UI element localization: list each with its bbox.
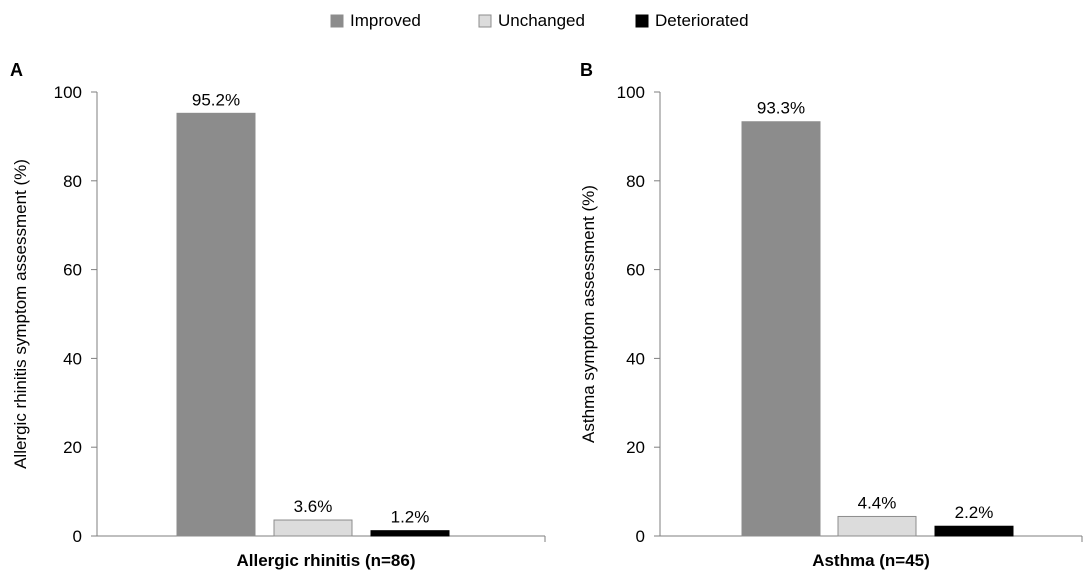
legend-swatch-improved [330, 14, 344, 28]
data-label-unchanged: 4.4% [858, 493, 897, 512]
bar-unchanged [837, 515, 917, 537]
bar-improved [176, 112, 256, 537]
y-tick-label: 40 [63, 349, 82, 368]
y-axis-label: Asthma symptom assessment (%) [579, 185, 598, 443]
legend-swatch-unchanged [478, 14, 492, 28]
y-tick-label: 60 [626, 261, 645, 280]
y-tick-label: 80 [626, 172, 645, 191]
data-label-unchanged: 3.6% [294, 497, 333, 516]
data-label-improved: 93.3% [757, 99, 805, 118]
y-tick-label: 100 [617, 83, 645, 102]
y-tick-label: 20 [626, 438, 645, 457]
y-tick-label: 40 [626, 349, 645, 368]
y-tick-label: 80 [63, 172, 82, 191]
legend-label-deteriorated: Deteriorated [655, 11, 749, 30]
bar-deteriorated [370, 530, 450, 537]
bar-deteriorated [934, 525, 1014, 537]
y-tick-label: 100 [54, 83, 82, 102]
y-tick-label: 0 [73, 527, 82, 546]
panel-label: B [580, 60, 593, 80]
bar-improved [741, 121, 821, 537]
y-tick-label: 20 [63, 438, 82, 457]
x-axis-label: Allergic rhinitis (n=86) [236, 551, 415, 570]
data-label-deteriorated: 2.2% [955, 503, 994, 522]
y-tick-label: 60 [63, 261, 82, 280]
legend-swatch-deteriorated [635, 14, 649, 28]
chart-panel-b: B 0 20 40 60 80 100 Asthma symptom assessment (… [579, 60, 1083, 570]
data-label-deteriorated: 1.2% [391, 508, 430, 527]
chart-panel-a: A 0 20 40 60 80 100 Allergic rhinitis symptom a… [10, 60, 546, 570]
panel-label: A [10, 60, 23, 80]
legend-label-improved: Improved [350, 11, 421, 30]
data-label-improved: 95.2% [192, 90, 240, 109]
y-tick-label: 0 [636, 527, 645, 546]
legend: Improved Unchanged Deteriorated [330, 11, 749, 30]
bar-unchanged [273, 519, 353, 537]
legend-label-unchanged: Unchanged [498, 11, 585, 30]
y-axis-label: Allergic rhinitis symptom assessment (%) [11, 159, 30, 469]
x-axis-label: Asthma (n=45) [812, 551, 930, 570]
